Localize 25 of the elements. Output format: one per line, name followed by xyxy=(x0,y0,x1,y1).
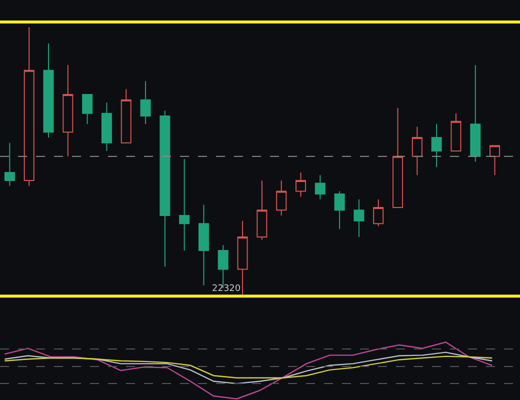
candlestick xyxy=(256,180,268,240)
candlestick xyxy=(373,198,384,227)
annotation: 22320 xyxy=(212,284,241,294)
candlestick xyxy=(295,172,306,198)
candlestick xyxy=(24,26,34,186)
candlestick xyxy=(43,42,54,138)
candlestick xyxy=(160,110,170,268)
candlestick xyxy=(490,145,500,176)
candlestick xyxy=(62,64,74,157)
candlestick xyxy=(392,107,404,208)
candlestick xyxy=(4,142,15,186)
candlestick xyxy=(140,80,151,125)
candlestick xyxy=(82,94,93,125)
candlestick xyxy=(431,124,442,168)
candlestick xyxy=(354,198,364,238)
candlestick xyxy=(412,126,422,176)
candlestick xyxy=(450,112,462,152)
candlestick xyxy=(276,180,287,216)
candlestick xyxy=(314,174,326,200)
candlestick xyxy=(120,88,132,144)
candlestick xyxy=(334,190,345,230)
candlestick xyxy=(179,158,190,251)
candlestick xyxy=(470,64,481,162)
candlestick xyxy=(101,102,112,152)
candlestick xyxy=(198,204,209,286)
